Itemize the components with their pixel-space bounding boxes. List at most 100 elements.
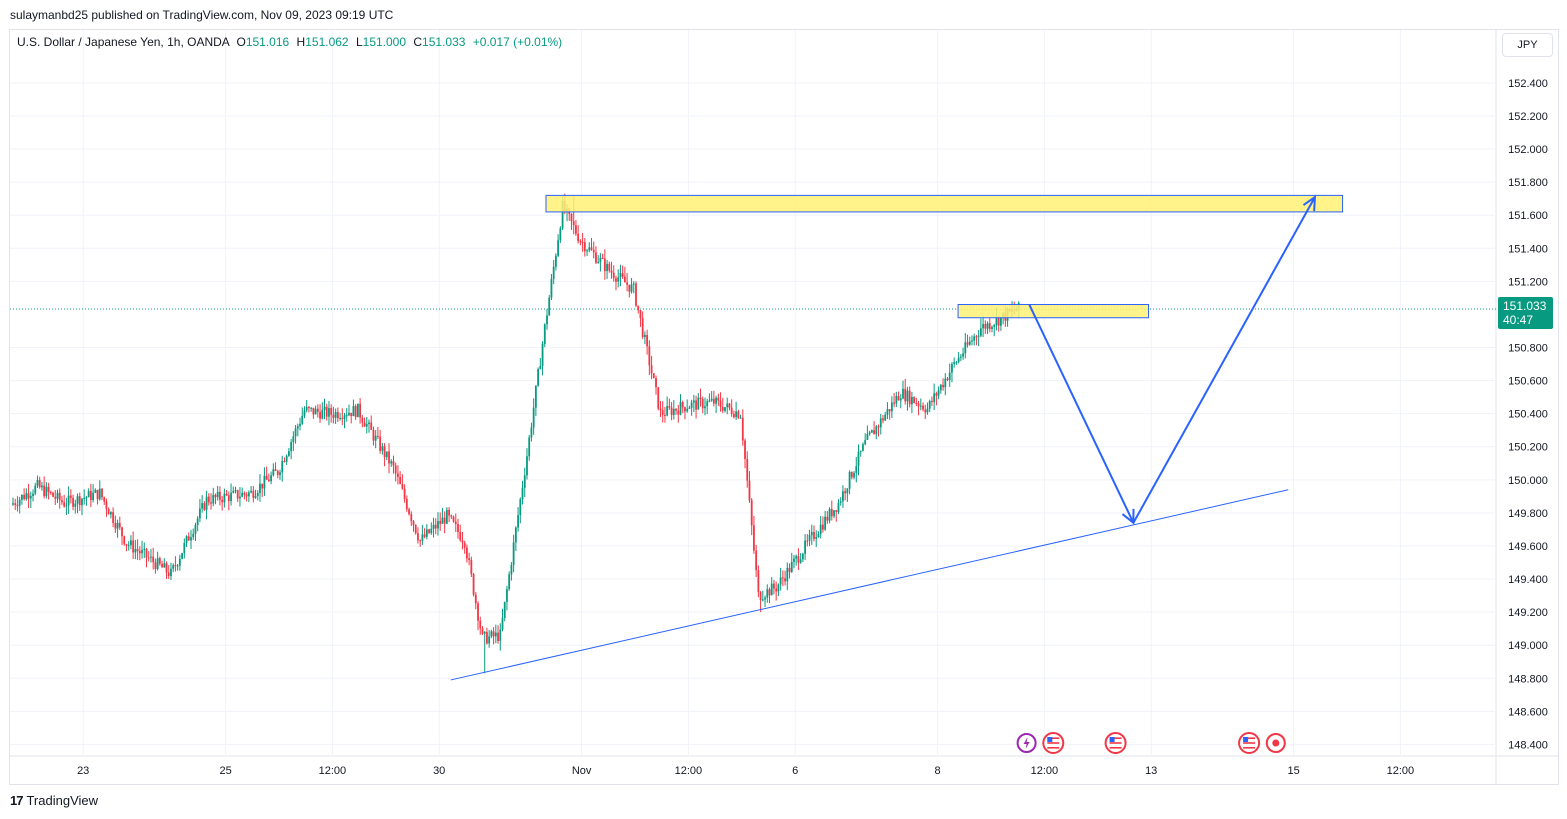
candle-body <box>428 529 430 533</box>
candle-body <box>770 583 773 596</box>
price-tick-label: 150.800 <box>1508 343 1548 355</box>
candle-body <box>514 527 517 543</box>
price-tick-label: 148.600 <box>1508 706 1548 718</box>
candle-body <box>664 414 666 416</box>
candle-body <box>879 418 882 428</box>
candle-body <box>283 460 286 462</box>
candle-body <box>121 527 123 537</box>
candle-body <box>303 410 306 416</box>
candle-body <box>45 486 48 497</box>
candle-body <box>603 258 606 272</box>
candle-body <box>36 480 39 486</box>
candle-body <box>644 334 646 337</box>
candle-body <box>641 318 644 337</box>
candle-body <box>766 589 769 598</box>
candle-body <box>96 489 99 500</box>
high-value: 151.062 <box>305 35 349 49</box>
candle-body <box>281 460 284 473</box>
time-tick-label: 23 <box>77 765 89 777</box>
candle-body <box>127 545 130 547</box>
candle-body <box>468 558 471 561</box>
candle-body <box>623 276 626 283</box>
candle-body <box>804 540 806 554</box>
candle-body <box>768 589 771 596</box>
candle-body <box>158 558 161 564</box>
candle-body <box>225 493 228 496</box>
candle-body <box>441 517 444 524</box>
candle-body <box>570 213 573 222</box>
candle-body <box>528 437 531 457</box>
candle-body <box>381 446 384 451</box>
last-price-tag: 151.033 40:47 <box>1498 297 1553 329</box>
candle-body <box>310 407 313 409</box>
candle-body <box>957 357 960 363</box>
candle-body <box>924 409 927 413</box>
candle-body <box>521 487 524 500</box>
candle-body <box>454 521 457 525</box>
candle-body <box>826 516 829 521</box>
candle-body <box>697 397 700 410</box>
candle-body <box>439 521 442 524</box>
candle-body <box>986 323 989 329</box>
candle-body <box>617 277 620 282</box>
candle-body <box>946 378 949 380</box>
candle-body <box>212 494 215 504</box>
candle-body <box>755 550 758 571</box>
candle-body <box>819 524 822 535</box>
price-tick-label: 151.800 <box>1508 177 1548 189</box>
candle-body <box>628 284 631 292</box>
candle-body <box>103 497 106 502</box>
candle-body <box>939 384 942 391</box>
candle-body <box>650 365 653 374</box>
change-value: +0.017 (+0.01%) <box>472 35 563 49</box>
event-icons <box>1016 732 1286 754</box>
candle-body <box>196 518 199 525</box>
flag-canton <box>1243 737 1249 742</box>
candle-body <box>583 242 586 252</box>
candle-body <box>67 495 70 506</box>
price-tick-label: 148.800 <box>1508 673 1548 685</box>
last-price-value: 151.033 <box>1503 299 1547 313</box>
candle-body <box>74 503 77 507</box>
candle-body <box>112 512 115 524</box>
candle-body <box>853 472 855 478</box>
candle-body <box>842 491 844 502</box>
candle-body <box>795 556 798 559</box>
candle-body <box>724 407 726 411</box>
candle-body <box>352 406 355 417</box>
candle-body <box>828 509 831 521</box>
candle-body <box>56 492 59 499</box>
candle-body <box>181 553 183 559</box>
candle-body <box>612 272 615 279</box>
candle-body <box>690 402 693 408</box>
time-tick-label: 6 <box>792 765 798 777</box>
candle-body <box>652 373 655 379</box>
currency-button[interactable]: JPY <box>1502 33 1553 57</box>
candle-body <box>448 509 450 516</box>
candle-body <box>719 400 722 407</box>
candle-body <box>245 494 248 497</box>
chart-legend: U.S. Dollar / Japanese Yen, 1h, OANDA O1… <box>17 35 562 49</box>
symbol-title[interactable]: U.S. Dollar / Japanese Yen, 1h, OANDA <box>17 35 230 49</box>
candle-body <box>165 563 168 573</box>
candle-body <box>750 500 753 526</box>
candle-body <box>332 414 335 418</box>
candle-body <box>608 263 611 271</box>
candle-body <box>279 472 281 475</box>
flag-canton <box>1047 737 1053 742</box>
candle-body <box>759 592 762 601</box>
candle-body <box>199 508 201 519</box>
candle-body <box>646 334 649 347</box>
price-tick-label: 148.400 <box>1508 739 1548 751</box>
candle-body <box>922 405 924 410</box>
candle-body <box>837 502 840 512</box>
candle-body <box>830 509 833 517</box>
candle-body <box>715 397 717 404</box>
candle-body <box>236 490 239 499</box>
candle-body <box>991 327 993 329</box>
close-label: C <box>413 35 423 49</box>
tradingview-brand[interactable]: 17 TradingView <box>10 793 98 808</box>
candle-body <box>973 336 976 341</box>
price-tick-label: 149.600 <box>1508 541 1548 553</box>
